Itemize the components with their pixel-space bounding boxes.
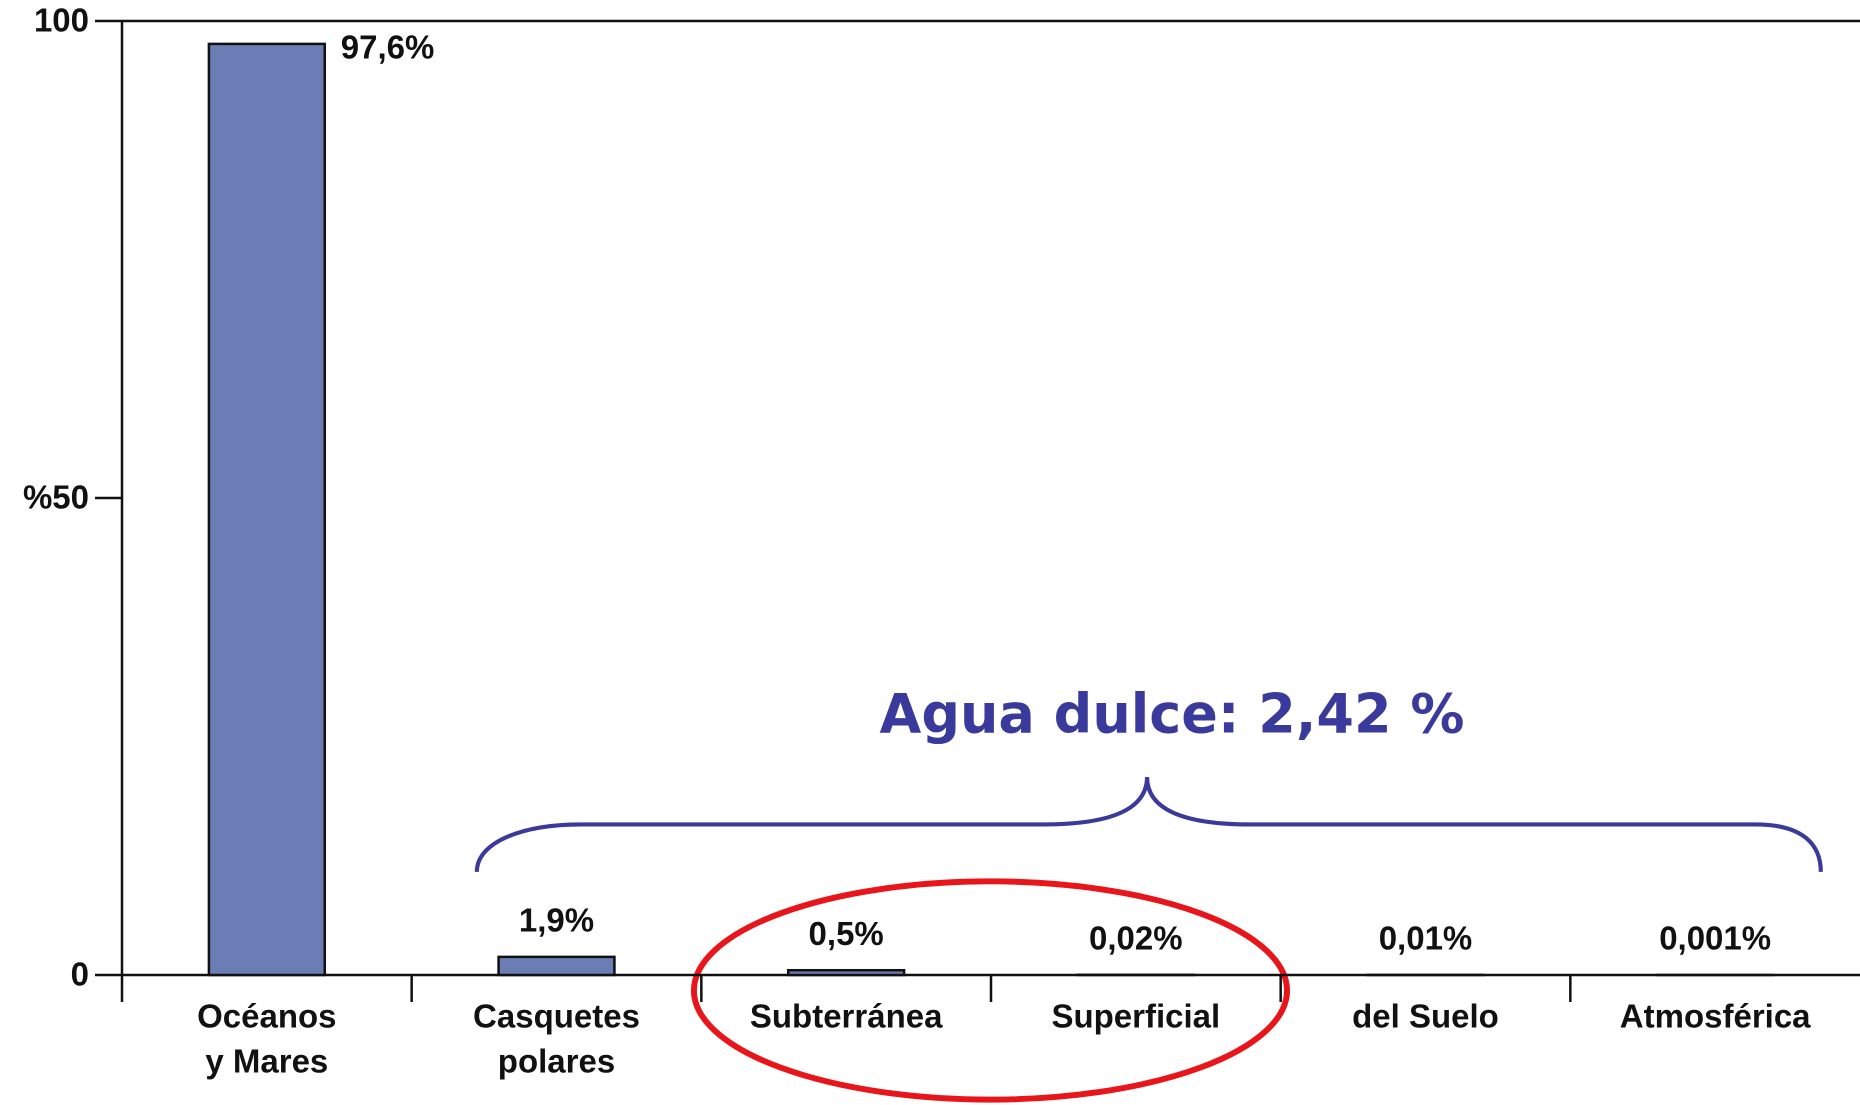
y-tick-label: 100 (34, 2, 89, 39)
x-tick-label: Casquetes (473, 998, 640, 1035)
value-label: 0,01% (1379, 920, 1473, 957)
x-tick-label: Subterránea (750, 998, 943, 1035)
y-tick-label: %50 (23, 479, 89, 516)
brace (474, 776, 1823, 873)
decoration (474, 776, 1823, 1103)
value-label: 97,6% (341, 29, 435, 66)
x-tick-label: Superficial (1051, 998, 1220, 1035)
x-tick-label: y Mares (205, 1043, 328, 1080)
y-tick-label: 0 (71, 956, 89, 993)
x-tick-label: Océanos (197, 998, 336, 1035)
value-label: 0,5% (809, 915, 884, 952)
value-label: 0,02% (1089, 920, 1183, 957)
bar (786, 968, 906, 977)
x-tick-label: polares (498, 1043, 615, 1080)
value-label: 0,001% (1659, 920, 1771, 957)
x-tick-label: Atmosférica (1620, 998, 1811, 1035)
annotation: Agua dulce: 2,42 % (880, 683, 1465, 746)
value-label: 1,9% (519, 902, 594, 939)
bar (497, 955, 616, 977)
bar (207, 42, 327, 977)
highlight-ellipse (690, 878, 1290, 1103)
x-tick-label: del Suelo (1352, 998, 1499, 1035)
